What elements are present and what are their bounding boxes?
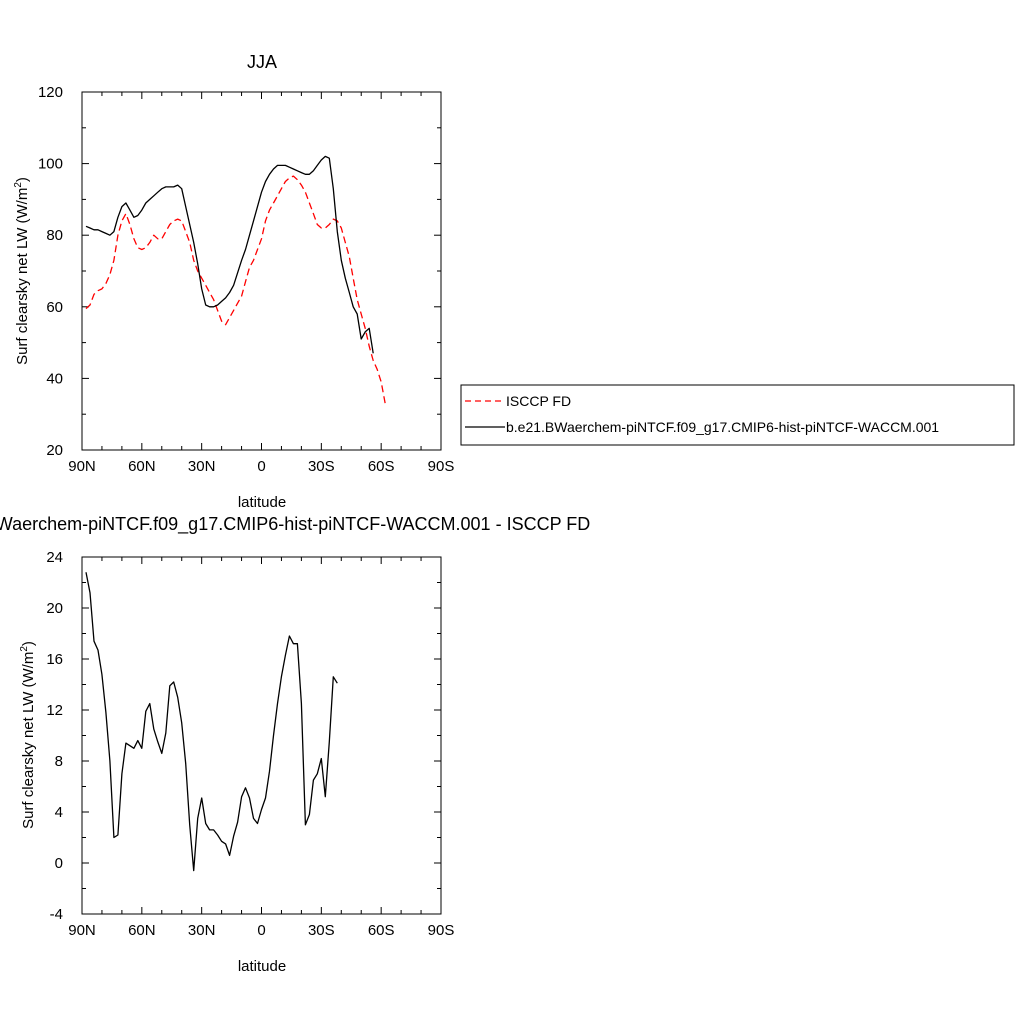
x-tick-label: 30S [308,922,335,939]
top-panel-x-tick-labels: 90N 60N 30N 0 30S 60S 90S [68,458,454,475]
x-tick-label: 90S [428,922,455,939]
x-tick-label: 0 [257,458,265,475]
legend-label-isccp: ISCCP FD [506,393,571,409]
top-panel-title: JJA [247,52,277,72]
top-panel: JJA 90N 60N 30N 0 30S 60S 90S 20 40 60 80 100 120 l… [13,52,1015,511]
series-line-1 [85,175,386,404]
x-tick-label: 60S [368,458,395,475]
y-tick-label: 4 [55,804,63,821]
x-tick-label: 60S [368,922,395,939]
y-tick-label: 40 [46,370,63,387]
y-tick-label: 24 [46,549,63,566]
series-line-2 [85,155,374,354]
bottom-panel-title: b.e21.BWaerchem-piNTCF.f09_g17.CMIP6-his… [0,514,590,535]
top-panel-ticks [81,91,442,451]
x-tick-label: 30N [188,922,216,939]
top-panel-series [85,155,386,404]
x-tick-label: 60N [128,458,156,475]
y-tick-label: 16 [46,651,63,668]
y-tick-label: 20 [46,442,63,459]
y-tick-label: 12 [46,702,63,719]
bottom-panel-x-tick-labels: 90N 60N 30N 0 30S 60S 90S [68,922,454,939]
top-panel-legend: ISCCP FD b.e21.BWaerchem-piNTCF.f09_g17.… [460,384,1015,446]
x-tick-label: 60N [128,922,156,939]
y-tick-label: -4 [50,906,63,923]
y-tick-label: 8 [55,753,63,770]
legend-label-model: b.e21.BWaerchem-piNTCF.f09_g17.CMIP6-his… [506,419,939,435]
top-panel-frame [81,91,442,451]
bottom-panel-ticks [81,556,442,915]
bottom-panel-y-tick-labels: -4 0 4 8 12 16 20 24 [46,549,63,923]
legend-box [460,384,1015,446]
x-tick-label: 0 [257,922,265,939]
y-tick-label: 80 [46,227,63,244]
x-tick-label: 90N [68,922,96,939]
x-tick-label: 90N [68,458,96,475]
bottom-panel-y-axis-label: Surf clearsky net LW (W/m2) [19,641,37,829]
x-tick-label: 30N [188,458,216,475]
series-line-1 [85,572,338,872]
top-panel-x-axis-label: latitude [238,494,286,511]
top-panel-y-axis-label: Surf clearsky net LW (W/m2) [13,177,31,365]
bottom-panel: b.e21.BWaerchem-piNTCF.f09_g17.CMIP6-his… [0,514,590,975]
bottom-panel-x-axis-label: latitude [238,958,286,975]
top-panel-y-tick-labels: 20 40 60 80 100 120 [38,84,63,459]
y-tick-label: 120 [38,84,63,101]
x-tick-label: 30S [308,458,335,475]
y-tick-label: 0 [55,855,63,872]
y-tick-label: 20 [46,600,63,617]
x-tick-label: 90S [428,458,455,475]
y-tick-label: 100 [38,156,63,173]
bottom-panel-series [85,572,338,872]
bottom-panel-frame [81,556,442,915]
y-tick-label: 60 [46,299,63,316]
